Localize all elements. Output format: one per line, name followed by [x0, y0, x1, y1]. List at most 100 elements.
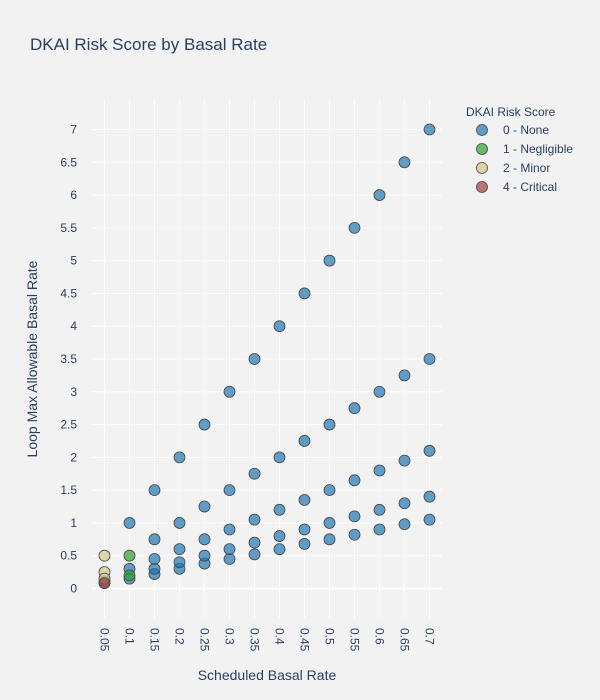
y-tick-label: 4: [70, 319, 77, 333]
x-tick-label: 0.1: [123, 628, 137, 645]
data-point[interactable]: [248, 467, 261, 480]
data-point[interactable]: [173, 451, 186, 464]
x-tick-label: 0.65: [398, 628, 412, 652]
data-point[interactable]: [223, 385, 236, 398]
data-point[interactable]: [123, 517, 136, 529]
y-tick-label: 0.5: [60, 549, 77, 563]
data-point[interactable]: [273, 503, 286, 516]
y-tick-label: 6: [70, 188, 77, 202]
data-point[interactable]: [148, 553, 161, 565]
data-point[interactable]: [423, 444, 436, 457]
data-point[interactable]: [348, 510, 361, 523]
x-tick-label: 0.25: [198, 628, 212, 652]
legend-label[interactable]: 0 - None: [503, 123, 549, 137]
data-point[interactable]: [298, 538, 311, 550]
data-point[interactable]: [373, 385, 386, 398]
data-point[interactable]: [348, 402, 361, 415]
data-point[interactable]: [198, 549, 211, 562]
data-point[interactable]: [348, 474, 361, 487]
data-point[interactable]: [398, 369, 411, 382]
data-point[interactable]: [298, 435, 311, 447]
data-point[interactable]: [348, 221, 361, 234]
data-point[interactable]: [273, 320, 286, 333]
data-points: [98, 123, 436, 590]
data-point[interactable]: [373, 503, 386, 516]
data-point[interactable]: [198, 533, 211, 546]
y-tick-label: 3.5: [60, 352, 77, 366]
data-point[interactable]: [273, 543, 286, 556]
data-point[interactable]: [273, 451, 286, 464]
y-tick-label: 5.5: [60, 221, 77, 235]
data-point[interactable]: [148, 562, 161, 575]
data-point[interactable]: [323, 418, 336, 431]
x-tick-label: 0.05: [98, 628, 112, 652]
data-point[interactable]: [223, 553, 236, 565]
data-point[interactable]: [173, 517, 186, 529]
y-tick-label: 1: [70, 516, 77, 530]
data-point[interactable]: [323, 254, 336, 267]
data-point[interactable]: [248, 513, 261, 526]
data-point[interactable]: [323, 484, 336, 497]
data-point[interactable]: [173, 543, 186, 556]
data-point[interactable]: [98, 549, 111, 562]
data-point[interactable]: [298, 523, 311, 536]
y-tick-label: 5: [70, 254, 77, 268]
data-point[interactable]: [398, 156, 411, 169]
y-tick-label: 6.5: [60, 155, 77, 169]
data-point[interactable]: [198, 500, 211, 513]
data-point[interactable]: [398, 497, 411, 510]
legend: DKAI Risk Score 0 - None 1 - Negligible 2 …: [466, 105, 573, 194]
legend-title: DKAI Risk Score: [466, 105, 556, 119]
legend-marker: [476, 162, 488, 174]
y-tick-label: 2.5: [60, 418, 77, 432]
data-point[interactable]: [148, 533, 161, 546]
x-tick-label: 0.4: [273, 628, 287, 645]
x-tick-label: 0.6: [373, 628, 387, 645]
data-point[interactable]: [423, 123, 436, 136]
data-point[interactable]: [223, 523, 236, 536]
x-tick-label: 0.3: [223, 628, 237, 645]
data-point[interactable]: [248, 548, 261, 561]
data-point[interactable]: [423, 513, 436, 526]
data-point[interactable]: [223, 543, 236, 556]
data-point[interactable]: [248, 353, 261, 365]
x-axis-ticks: 0.05 0.1 0.15 0.2 0.25 0.3 0.35 0.4 0.45 0.5 0.55 0…: [98, 628, 437, 652]
x-tick-label: 0.5: [323, 628, 337, 645]
data-point[interactable]: [123, 549, 136, 562]
data-point[interactable]: [298, 494, 311, 506]
legend-marker: [476, 124, 488, 136]
legend-label[interactable]: 1 - Negligible: [503, 142, 573, 156]
x-tick-label: 0.55: [348, 628, 362, 652]
data-point[interactable]: [173, 556, 186, 569]
data-point[interactable]: [98, 577, 111, 590]
legend-marker: [476, 181, 488, 193]
y-tick-label: 1.5: [60, 483, 77, 497]
x-tick-label: 0.2: [173, 628, 187, 645]
data-point[interactable]: [373, 523, 386, 536]
data-point[interactable]: [198, 418, 211, 431]
data-point[interactable]: [248, 536, 261, 549]
legend-label[interactable]: 4 - Critical: [503, 180, 557, 194]
x-tick-label: 0.35: [248, 628, 262, 652]
data-point[interactable]: [123, 569, 136, 582]
data-point[interactable]: [373, 464, 386, 477]
x-tick-label: 0.45: [298, 628, 312, 652]
data-point[interactable]: [348, 528, 361, 541]
data-point[interactable]: [398, 454, 411, 467]
data-point[interactable]: [223, 484, 236, 497]
x-tick-label: 0.15: [148, 628, 162, 652]
y-tick-label: 0: [70, 581, 77, 595]
legend-label[interactable]: 2 - Minor: [503, 161, 550, 175]
data-point[interactable]: [373, 189, 386, 201]
data-point[interactable]: [423, 353, 436, 365]
data-point[interactable]: [323, 533, 336, 546]
data-point[interactable]: [323, 517, 336, 529]
data-point[interactable]: [423, 490, 436, 503]
data-point[interactable]: [273, 530, 286, 542]
y-axis-title: Loop Max Allowable Basal Rate: [24, 260, 40, 457]
x-tick-label: 0.7: [423, 628, 437, 645]
data-point[interactable]: [148, 484, 161, 497]
data-point[interactable]: [298, 287, 311, 300]
data-point[interactable]: [398, 518, 411, 531]
